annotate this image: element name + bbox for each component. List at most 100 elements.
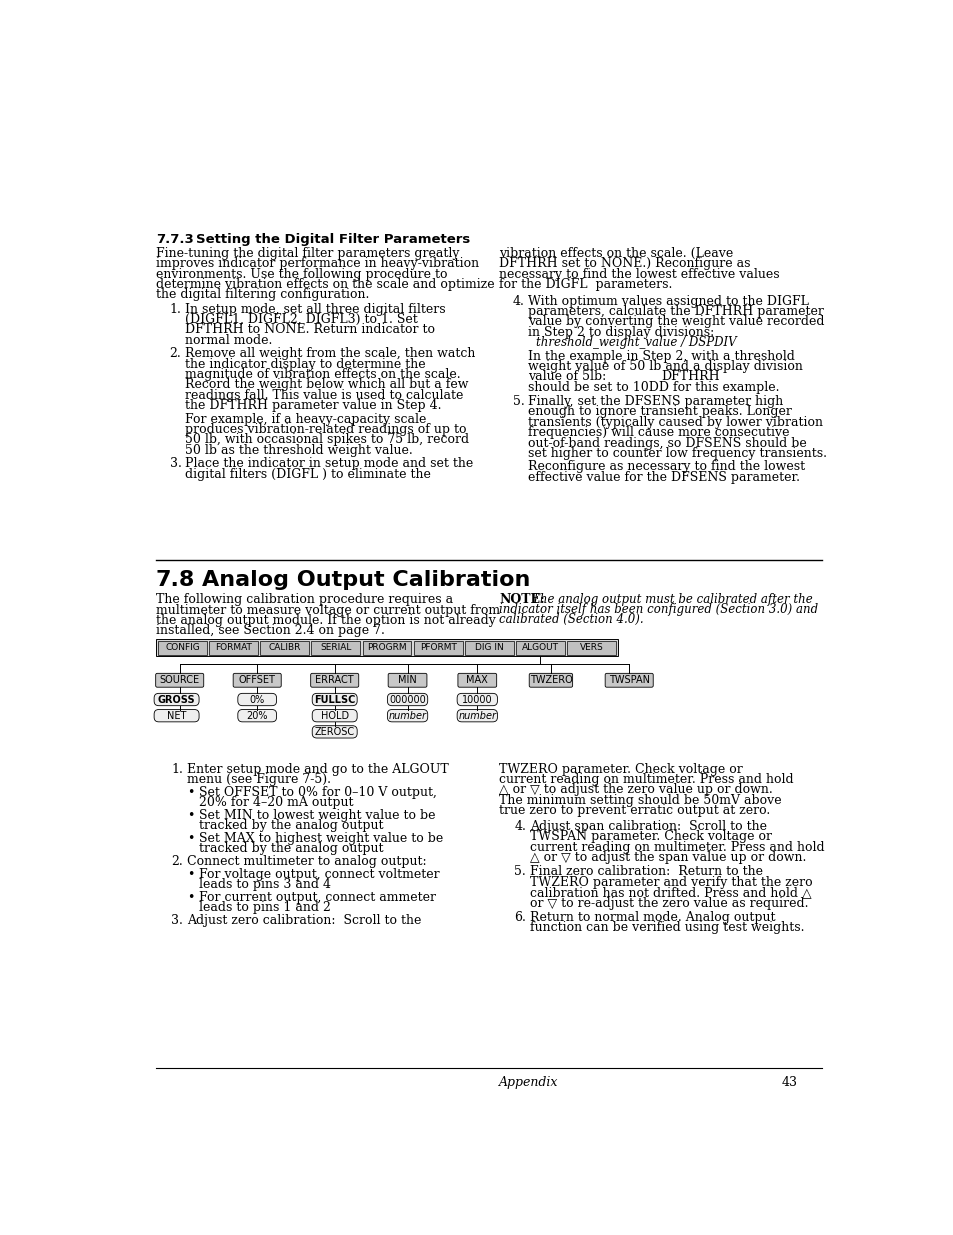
- Text: the DFTHRH parameter value in Step 4.: the DFTHRH parameter value in Step 4.: [185, 399, 441, 412]
- FancyBboxPatch shape: [237, 710, 276, 721]
- Text: ALGOUT: ALGOUT: [521, 643, 558, 652]
- Text: For example, if a heavy-capacity scale: For example, if a heavy-capacity scale: [185, 412, 426, 426]
- Text: DIG IN: DIG IN: [475, 643, 503, 652]
- Text: indicator itself has been configured (Section 3.0) and: indicator itself has been configured (Se…: [498, 603, 818, 616]
- Text: 1.: 1.: [170, 303, 181, 316]
- Text: △ or ▽ to adjust the zero value up or down.: △ or ▽ to adjust the zero value up or do…: [498, 783, 772, 797]
- Text: FULLSC: FULLSC: [314, 694, 355, 704]
- Text: GROSS: GROSS: [157, 694, 195, 704]
- Text: 20% for 4–20 mA output: 20% for 4–20 mA output: [199, 797, 354, 809]
- Text: 2.: 2.: [170, 347, 181, 361]
- Text: VERS: VERS: [579, 643, 603, 652]
- Text: current reading on multimeter. Press and hold: current reading on multimeter. Press and…: [530, 841, 823, 853]
- Text: CONFIG: CONFIG: [165, 643, 199, 652]
- Text: improves indicator performance in heavy-vibration: improves indicator performance in heavy-…: [155, 257, 478, 270]
- Text: 2.: 2.: [171, 855, 183, 868]
- Text: Finally, set the DFSENS parameter high: Finally, set the DFSENS parameter high: [528, 395, 782, 408]
- Text: calibrated (Section 4.0).: calibrated (Section 4.0).: [498, 613, 643, 625]
- Text: Return to normal mode. Analog output: Return to normal mode. Analog output: [530, 911, 775, 924]
- Text: 000000: 000000: [389, 694, 425, 704]
- FancyBboxPatch shape: [388, 673, 427, 687]
- Text: for the DIGFL  parameters.: for the DIGFL parameters.: [498, 278, 672, 291]
- Text: Reconfigure as necessary to find the lowest: Reconfigure as necessary to find the low…: [528, 461, 804, 473]
- FancyBboxPatch shape: [387, 710, 427, 721]
- Text: Fine-tuning the digital filter parameters greatly: Fine-tuning the digital filter parameter…: [155, 247, 458, 259]
- Text: HOLD: HOLD: [320, 710, 349, 721]
- FancyBboxPatch shape: [237, 693, 276, 705]
- Text: determine vibration effects on the scale and optimize: determine vibration effects on the scale…: [155, 278, 494, 291]
- Text: environments. Use the following procedure to: environments. Use the following procedur…: [155, 268, 447, 280]
- Text: tracked by the analog output: tracked by the analog output: [199, 819, 383, 832]
- Text: TWZERO parameter. Check voltage or: TWZERO parameter. Check voltage or: [498, 763, 742, 776]
- Text: number: number: [457, 710, 496, 721]
- Text: number: number: [388, 710, 426, 721]
- Text: frequencies) will cause more consecutive: frequencies) will cause more consecutive: [528, 426, 789, 440]
- Text: •: •: [187, 868, 193, 881]
- FancyBboxPatch shape: [604, 673, 653, 687]
- Text: MIN: MIN: [397, 676, 416, 685]
- Text: multimeter to measure voltage or current output from: multimeter to measure voltage or current…: [155, 604, 499, 616]
- Text: the digital filtering configuration.: the digital filtering configuration.: [155, 288, 369, 301]
- Text: •: •: [187, 809, 193, 821]
- Bar: [464, 641, 513, 655]
- Text: value by converting the weight value recorded: value by converting the weight value rec…: [528, 315, 824, 329]
- Text: TWSPAN: TWSPAN: [608, 676, 649, 685]
- Text: For voltage output, connect voltmeter: For voltage output, connect voltmeter: [199, 868, 439, 881]
- Text: Remove all weight from the scale, then watch: Remove all weight from the scale, then w…: [185, 347, 475, 361]
- Text: produces vibration-related readings of up to: produces vibration-related readings of u…: [185, 424, 466, 436]
- Text: leads to pins 3 and 4: leads to pins 3 and 4: [199, 878, 331, 892]
- Text: 4.: 4.: [513, 294, 524, 308]
- Text: The minimum setting should be 50mV above: The minimum setting should be 50mV above: [498, 794, 781, 806]
- Text: parameters, calculate the DFTHRH parameter: parameters, calculate the DFTHRH paramet…: [528, 305, 823, 317]
- Text: △ or ▽ to adjust the span value up or down.: △ or ▽ to adjust the span value up or do…: [530, 851, 805, 864]
- Text: 5.: 5.: [514, 866, 526, 878]
- Text: the indicator display to determine the: the indicator display to determine the: [185, 358, 425, 370]
- Text: Place the indicator in setup mode and set the: Place the indicator in setup mode and se…: [185, 457, 473, 471]
- Text: weight value of 50 lb and a display division: weight value of 50 lb and a display divi…: [528, 359, 802, 373]
- Bar: [260, 641, 309, 655]
- Text: tracked by the analog output: tracked by the analog output: [199, 842, 383, 856]
- Text: Set OFFSET to 0% for 0–10 V output,: Set OFFSET to 0% for 0–10 V output,: [199, 785, 436, 799]
- Text: Adjust zero calibration:  Scroll to the: Adjust zero calibration: Scroll to the: [187, 914, 420, 927]
- Text: PFORMT: PFORMT: [419, 643, 456, 652]
- Text: DFTHRH set to NONE.) Reconfigure as: DFTHRH set to NONE.) Reconfigure as: [498, 257, 750, 270]
- Text: For current output, connect ammeter: For current output, connect ammeter: [199, 890, 436, 904]
- Text: The analog output must be calibrated after the: The analog output must be calibrated aft…: [531, 593, 811, 606]
- Text: In setup mode, set all three digital filters: In setup mode, set all three digital fil…: [185, 303, 445, 316]
- Text: 4.: 4.: [514, 820, 526, 834]
- Text: Connect multimeter to analog output:: Connect multimeter to analog output:: [187, 855, 426, 868]
- Text: 7.8: 7.8: [155, 571, 194, 590]
- Text: leads to pins 1 and 2: leads to pins 1 and 2: [199, 902, 331, 914]
- Bar: [414, 641, 462, 655]
- Bar: [516, 641, 564, 655]
- Text: or ▽ to re-adjust the zero value as required.: or ▽ to re-adjust the zero value as requ…: [530, 897, 807, 910]
- Text: 1.: 1.: [171, 763, 183, 776]
- Text: true zero to prevent erratic output at zero.: true zero to prevent erratic output at z…: [498, 804, 769, 818]
- FancyBboxPatch shape: [311, 673, 358, 687]
- Text: 20%: 20%: [246, 710, 268, 721]
- FancyBboxPatch shape: [154, 693, 199, 705]
- Text: installed, see Section 2.4 on page 7.: installed, see Section 2.4 on page 7.: [155, 625, 384, 637]
- Text: With optimum values assigned to the DIGFL: With optimum values assigned to the DIGF…: [528, 294, 808, 308]
- Text: enough to ignore transient peaks. Longer: enough to ignore transient peaks. Longer: [528, 405, 792, 419]
- FancyBboxPatch shape: [154, 710, 199, 721]
- Text: 5.: 5.: [513, 395, 524, 408]
- Text: should be set to 10DD for this example.: should be set to 10DD for this example.: [528, 380, 780, 394]
- Text: •: •: [187, 785, 193, 799]
- Text: PROGRM: PROGRM: [367, 643, 406, 652]
- Text: 3.: 3.: [170, 457, 181, 471]
- FancyBboxPatch shape: [312, 710, 356, 721]
- Text: menu (see Figure 7-5).: menu (see Figure 7-5).: [187, 773, 331, 785]
- Text: 43: 43: [781, 1076, 797, 1089]
- Text: Record the weight below which all but a few: Record the weight below which all but a …: [185, 378, 468, 391]
- Text: 7.7.3: 7.7.3: [155, 233, 193, 246]
- Text: SERIAL: SERIAL: [320, 643, 352, 652]
- Text: 50 lb as the threshold weight value.: 50 lb as the threshold weight value.: [185, 443, 413, 457]
- Text: ZEROSC: ZEROSC: [314, 727, 355, 737]
- Text: current reading on multimeter. Press and hold: current reading on multimeter. Press and…: [498, 773, 793, 785]
- Text: Setting the Digital Filter Parameters: Setting the Digital Filter Parameters: [195, 233, 470, 246]
- Text: TWZERO: TWZERO: [529, 676, 572, 685]
- Text: vibration effects on the scale. (Leave: vibration effects on the scale. (Leave: [498, 247, 733, 259]
- Text: 3.: 3.: [171, 914, 183, 927]
- Bar: [155, 640, 618, 656]
